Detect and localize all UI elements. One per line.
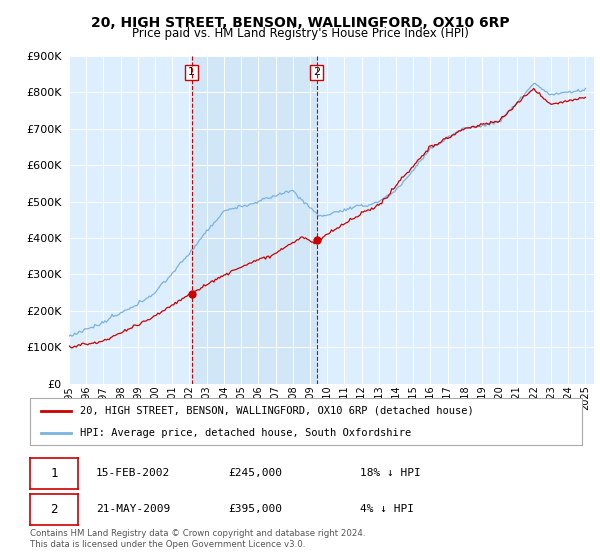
Bar <box>191 56 317 384</box>
Text: 2: 2 <box>313 67 320 77</box>
Text: 2: 2 <box>50 503 58 516</box>
Text: Contains HM Land Registry data © Crown copyright and database right 2024.
This d: Contains HM Land Registry data © Crown c… <box>30 529 365 549</box>
Text: 21-MAY-2009: 21-MAY-2009 <box>96 504 170 514</box>
Text: 1: 1 <box>50 467 58 480</box>
Text: 1: 1 <box>188 67 195 77</box>
Text: £395,000: £395,000 <box>228 504 282 514</box>
Text: HPI: Average price, detached house, South Oxfordshire: HPI: Average price, detached house, Sout… <box>80 428 411 438</box>
Text: £245,000: £245,000 <box>228 468 282 478</box>
Text: Price paid vs. HM Land Registry's House Price Index (HPI): Price paid vs. HM Land Registry's House … <box>131 27 469 40</box>
Text: 18% ↓ HPI: 18% ↓ HPI <box>360 468 421 478</box>
Text: 20, HIGH STREET, BENSON, WALLINGFORD, OX10 6RP: 20, HIGH STREET, BENSON, WALLINGFORD, OX… <box>91 16 509 30</box>
Text: 15-FEB-2002: 15-FEB-2002 <box>96 468 170 478</box>
Text: 20, HIGH STREET, BENSON, WALLINGFORD, OX10 6RP (detached house): 20, HIGH STREET, BENSON, WALLINGFORD, OX… <box>80 406 473 416</box>
Text: 4% ↓ HPI: 4% ↓ HPI <box>360 504 414 514</box>
